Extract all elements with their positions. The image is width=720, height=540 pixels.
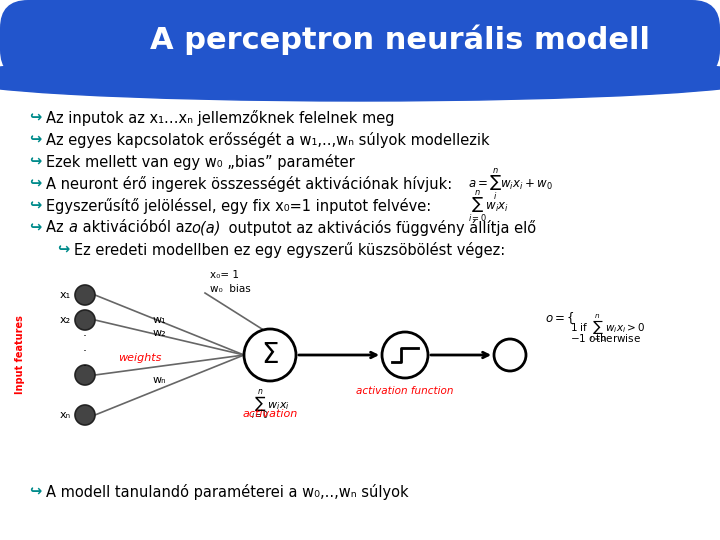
Text: ↪: ↪ bbox=[30, 154, 48, 170]
Text: $-1\ \mathrm{otherwise}$: $-1\ \mathrm{otherwise}$ bbox=[570, 332, 641, 344]
FancyBboxPatch shape bbox=[0, 0, 720, 78]
Circle shape bbox=[244, 329, 296, 381]
Text: $a=\sum_{i}^{n}w_i x_i + w_0$: $a=\sum_{i}^{n}w_i x_i + w_0$ bbox=[468, 166, 553, 202]
Text: Egyszerűsítő jelöléssel, egy fix x₀=1 inputot felvéve:: Egyszerűsítő jelöléssel, egy fix x₀=1 in… bbox=[46, 198, 431, 214]
Text: ↪: ↪ bbox=[30, 220, 48, 235]
Text: Input features: Input features bbox=[15, 315, 25, 394]
Text: ↪: ↪ bbox=[30, 177, 48, 192]
Ellipse shape bbox=[0, 55, 720, 101]
Text: $\Sigma$: $\Sigma$ bbox=[261, 341, 279, 369]
Text: $1\ \mathrm{if}\ \sum_{i=0}^{n} w_i x_i > 0$: $1\ \mathrm{if}\ \sum_{i=0}^{n} w_i x_i … bbox=[570, 312, 645, 343]
Text: wₙ: wₙ bbox=[153, 375, 166, 385]
Text: Az inputok az x₁…xₙ jellemzőknek felelnek meg: Az inputok az x₁…xₙ jellemzőknek felelne… bbox=[46, 110, 395, 126]
Text: Ezek mellett van egy w₀ „bias” paraméter: Ezek mellett van egy w₀ „bias” paraméter bbox=[46, 154, 355, 170]
Text: ↪: ↪ bbox=[30, 132, 48, 147]
Text: Az egyes kapcsolatok erősségét a w₁,..,wₙ súlyok modellezik: Az egyes kapcsolatok erősségét a w₁,..,w… bbox=[46, 132, 490, 148]
Text: w₀  bias: w₀ bias bbox=[210, 284, 251, 294]
Circle shape bbox=[75, 405, 95, 425]
Text: activation: activation bbox=[243, 409, 297, 419]
Text: ↪: ↪ bbox=[30, 484, 48, 500]
Text: ↪: ↪ bbox=[30, 111, 48, 125]
Text: $o = \{$: $o = \{$ bbox=[545, 310, 575, 326]
Text: ↪: ↪ bbox=[30, 199, 48, 213]
Text: x₂: x₂ bbox=[60, 315, 71, 325]
Text: xₙ: xₙ bbox=[60, 410, 71, 420]
Text: x₀= 1: x₀= 1 bbox=[210, 270, 239, 280]
Circle shape bbox=[75, 365, 95, 385]
Text: $\sum_{i=0}^{n}w_i x_i$: $\sum_{i=0}^{n}w_i x_i$ bbox=[468, 188, 509, 224]
Text: ↪: ↪ bbox=[58, 242, 76, 258]
Text: weights: weights bbox=[118, 353, 162, 363]
Circle shape bbox=[75, 310, 95, 330]
Text: aktivációból az: aktivációból az bbox=[78, 220, 197, 235]
Text: w₂: w₂ bbox=[153, 327, 166, 338]
Text: outputot az aktivációs függvény állítja elő: outputot az aktivációs függvény állítja … bbox=[224, 220, 536, 236]
Text: .
.
.: . . . bbox=[83, 326, 87, 369]
Circle shape bbox=[75, 285, 95, 305]
Text: activation function: activation function bbox=[356, 386, 454, 396]
Text: o(a): o(a) bbox=[191, 220, 220, 235]
Text: Az: Az bbox=[46, 220, 68, 235]
Text: x₁: x₁ bbox=[60, 290, 71, 300]
Text: A perceptron neurális modell: A perceptron neurális modell bbox=[150, 25, 650, 55]
Text: $\sum_{i=0}^{n}w_i x_i$: $\sum_{i=0}^{n}w_i x_i$ bbox=[251, 387, 289, 422]
Circle shape bbox=[382, 332, 428, 378]
Text: a: a bbox=[68, 220, 77, 235]
Text: Ez eredeti modellben ez egy egyszerű küszsöbölést végez:: Ez eredeti modellben ez egy egyszerű küs… bbox=[74, 242, 505, 258]
Text: A neuront érő ingerek összességét aktivációnak hívjuk:: A neuront érő ingerek összességét aktivá… bbox=[46, 176, 452, 192]
Text: A modell tanulandó paraméterei a w₀,..,wₙ súlyok: A modell tanulandó paraméterei a w₀,..,w… bbox=[46, 484, 409, 500]
Circle shape bbox=[494, 339, 526, 371]
Text: w₁: w₁ bbox=[153, 315, 166, 325]
